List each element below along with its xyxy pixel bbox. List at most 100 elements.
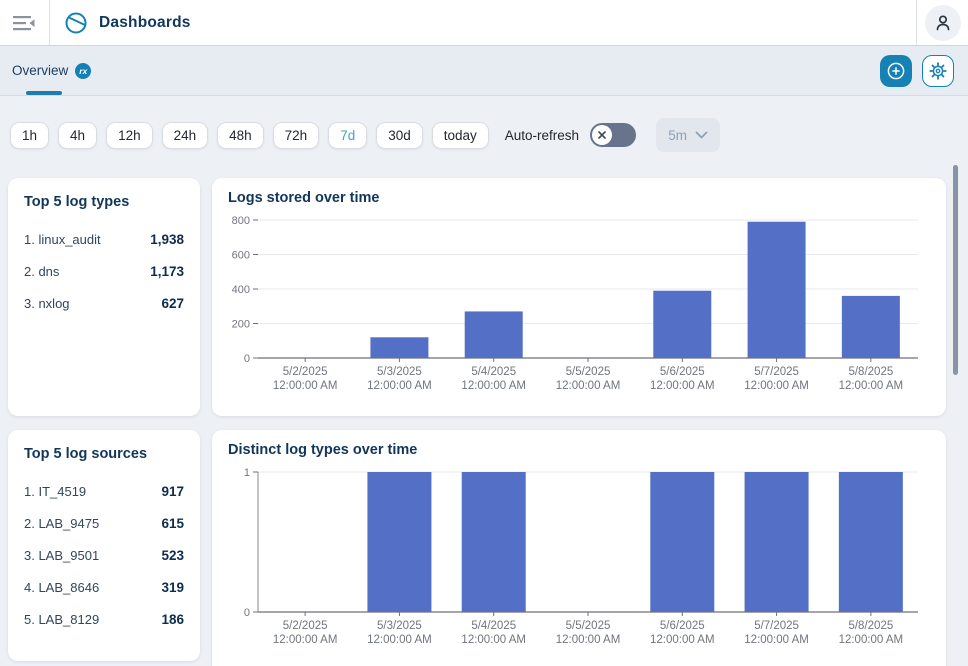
- x-tick-label: 5/6/2025: [660, 620, 705, 632]
- card-title: Top 5 log sources: [24, 446, 184, 462]
- stat-label: 3. nxlog: [24, 296, 70, 311]
- circled-plus-icon: [886, 61, 906, 81]
- x-tick-label: 12:00:00 AM: [744, 380, 809, 392]
- logs-stored-chart: 02004006008005/2/202512:00:00 AM5/3/2025…: [228, 212, 930, 396]
- range-button-72h[interactable]: 72h: [273, 122, 320, 149]
- range-button-7d[interactable]: 7d: [328, 122, 367, 149]
- y-tick-label: 0: [244, 607, 250, 619]
- dashboards-logo: [63, 10, 89, 36]
- bar: [839, 472, 903, 612]
- y-tick-label: 800: [232, 215, 250, 227]
- x-tick-label: 5/7/2025: [754, 620, 799, 632]
- x-tick-label: 12:00:00 AM: [556, 380, 621, 392]
- x-tick-label: 5/2/2025: [283, 620, 328, 632]
- x-tick-label: 5/4/2025: [471, 366, 516, 378]
- stat-label: 4. LAB_8646: [24, 580, 99, 595]
- card-title: Top 5 log types: [24, 194, 184, 210]
- top-log-sources-card: Top 5 log sources 1. IT_4519 917 2. LAB_…: [8, 430, 200, 661]
- range-button-1h[interactable]: 1h: [10, 122, 49, 149]
- tab-overview-label: Overview: [12, 63, 68, 78]
- chart-title: Distinct log types over time: [228, 442, 930, 458]
- x-tick-label: 12:00:00 AM: [273, 380, 338, 392]
- x-tick-label: 12:00:00 AM: [650, 380, 715, 392]
- logs-stored-chart-card: Logs stored over time 02004006008005/2/2…: [212, 178, 946, 416]
- add-dashboard-button[interactable]: [880, 55, 912, 87]
- range-button-12h[interactable]: 12h: [106, 122, 153, 149]
- stat-value: 627: [161, 296, 184, 311]
- stat-value: 319: [161, 580, 184, 595]
- log-types-list: 1. linux_audit 1,938 2. dns 1,173 3. nxl…: [24, 223, 184, 319]
- gear-icon: [928, 61, 948, 81]
- auto-refresh-label: Auto-refresh: [505, 128, 579, 143]
- x-tick-label: 5/5/2025: [566, 620, 611, 632]
- range-button-30d[interactable]: 30d: [376, 122, 423, 149]
- x-tick-label: 12:00:00 AM: [367, 634, 432, 646]
- x-tick-label: 12:00:00 AM: [650, 634, 715, 646]
- stat-label: 2. dns: [24, 264, 59, 279]
- stat-value: 186: [161, 612, 184, 627]
- bar: [745, 472, 809, 612]
- x-tick-label: 12:00:00 AM: [461, 634, 526, 646]
- app-header: Dashboards: [0, 0, 968, 46]
- top-log-types-card: Top 5 log types 1. linux_audit 1,938 2. …: [8, 178, 200, 416]
- x-tick-label: 5/3/2025: [377, 366, 422, 378]
- chevron-down-icon: [695, 131, 708, 139]
- y-tick-label: 600: [232, 250, 250, 262]
- bar: [465, 311, 523, 358]
- list-item: 4. LAB_8646 319: [24, 571, 184, 603]
- x-tick-label: 5/3/2025: [377, 620, 422, 632]
- stat-value: 1,938: [150, 232, 184, 247]
- x-tick-label: 12:00:00 AM: [273, 634, 338, 646]
- pie-chart-icon: [63, 10, 89, 36]
- close-icon: [597, 130, 607, 140]
- toggle-knob: [592, 125, 612, 145]
- tabbar-actions: [880, 55, 954, 87]
- dashboard-settings-button[interactable]: [922, 55, 954, 87]
- distinct-log-types-chart-card: Distinct log types over time 0 1 5/2/2025 1…: [212, 430, 946, 666]
- x-tick-label: 12:00:00 AM: [839, 380, 904, 392]
- x-tick-label: 12:00:00 AM: [461, 380, 526, 392]
- bar: [462, 472, 526, 612]
- y-tick-label: 1: [244, 467, 250, 479]
- bar: [842, 296, 900, 358]
- range-button-4h[interactable]: 4h: [58, 122, 97, 149]
- list-item: 5. LAB_8129 186: [24, 603, 184, 635]
- auto-refresh-toggle[interactable]: [590, 123, 636, 147]
- bar: [370, 337, 428, 358]
- x-tick-label: 5/8/2025: [848, 366, 893, 378]
- x-tick-label: 12:00:00 AM: [839, 634, 904, 646]
- stat-value: 615: [161, 516, 184, 531]
- list-item: 2. LAB_9475 615: [24, 507, 184, 539]
- user-menu-button[interactable]: [925, 5, 961, 41]
- bar: [367, 472, 431, 612]
- x-tick-label: 5/5/2025: [566, 366, 611, 378]
- list-item: 3. nxlog 627: [24, 287, 184, 319]
- time-range-toolbar: 1h4h12h24h48h72h7d30dtoday Auto-refresh …: [0, 96, 968, 168]
- stat-label: 2. LAB_9475: [24, 516, 99, 531]
- stat-label: 1. linux_audit: [24, 232, 101, 247]
- stat-value: 523: [161, 548, 184, 563]
- bar: [748, 222, 806, 358]
- active-tab-indicator: [26, 91, 62, 95]
- x-tick-label: 12:00:00 AM: [744, 634, 809, 646]
- tab-overview[interactable]: Overview rx: [12, 46, 91, 95]
- refresh-interval-select[interactable]: 5m: [656, 118, 720, 152]
- range-button-48h[interactable]: 48h: [217, 122, 264, 149]
- dashboard-grid: Top 5 log types 1. linux_audit 1,938 2. …: [8, 178, 946, 666]
- y-tick-label: 0: [244, 353, 250, 365]
- collapse-menu-icon: [12, 13, 38, 33]
- list-item: 3. LAB_9501 523: [24, 539, 184, 571]
- vertical-scrollbar[interactable]: [953, 165, 958, 375]
- range-button-today[interactable]: today: [432, 122, 489, 149]
- rx-badge: rx: [75, 63, 91, 79]
- refresh-interval-value: 5m: [668, 128, 687, 143]
- x-tick-label: 5/8/2025: [848, 620, 893, 632]
- bar: [653, 291, 711, 358]
- x-tick-label: 5/6/2025: [660, 366, 705, 378]
- bar: [650, 472, 714, 612]
- page-title: Dashboards: [99, 14, 191, 32]
- collapse-sidebar-button[interactable]: [0, 0, 50, 45]
- user-icon: [933, 13, 953, 33]
- range-button-24h[interactable]: 24h: [162, 122, 209, 149]
- stat-label: 1. IT_4519: [24, 484, 86, 499]
